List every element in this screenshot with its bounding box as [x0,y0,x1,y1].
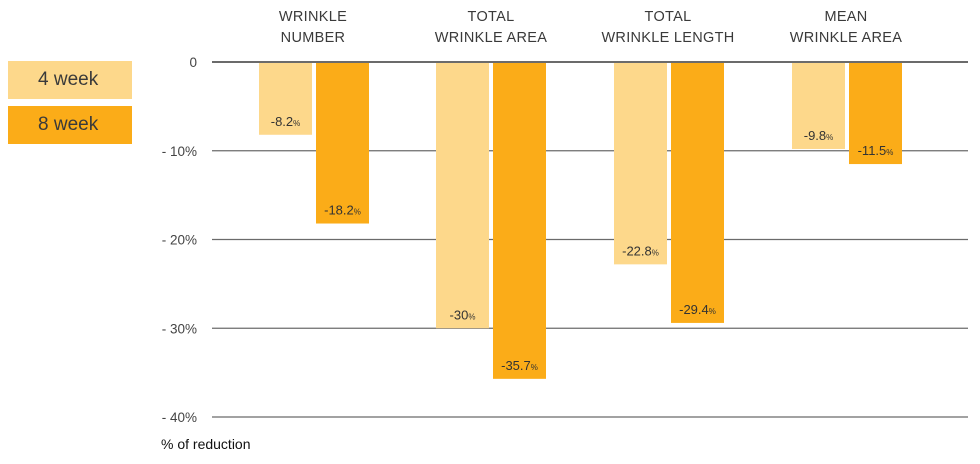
bar-value-label: -22.8% [622,243,659,258]
y-tick-label: 0 [189,55,197,70]
legend-swatch-8-week [8,106,132,144]
y-tick-label: - 20% [162,233,197,248]
bar-8-week [671,63,724,323]
category-label-line: WRINKLE AREA [789,30,903,46]
bar-8-week [849,63,902,165]
category-label-total-wrinkle-length: TOTAL WRINKLE LENGTH [593,7,743,49]
y-tick-label: - 10% [162,144,197,159]
bar-value-label: -30% [450,307,476,322]
legend-item-4-week: 4 week [8,61,132,99]
category-label-line: WRINKLE AREA [434,30,548,46]
legend-label-8-week: 8 week [38,114,99,135]
category-label-mean-wrinkle-area: MEAN WRINKLE AREA [771,7,921,49]
bar-8-week [493,63,546,379]
y-tick-label: - 40% [162,410,197,425]
category-label-line: WRINKLE [278,9,348,25]
bar-value-label: -18.2% [324,203,361,218]
bar-value-label: -9.8% [804,128,834,143]
bar-4-week [792,63,845,149]
category-label-line: WRINKLE LENGTH [601,30,735,46]
category-label-total-wrinkle-area: TOTAL WRINKLE AREA [416,7,566,49]
bar-4-week [436,63,489,329]
category-label-line: MEAN [824,9,868,25]
bar-4-week [259,63,312,135]
category-label-line: TOTAL [467,9,515,25]
category-label-line: TOTAL [644,9,692,25]
bar-value-label: -11.5% [858,143,894,158]
legend-swatch-4-week [8,61,132,99]
bar-value-label: -8.2% [271,114,301,129]
bar-8-week [316,63,369,224]
legend-label-4-week: 4 week [38,69,99,90]
legend-item-8-week: 8 week [8,106,132,144]
category-label-wrinkle-number: WRINKLE NUMBER [238,7,388,49]
y-axis-title: % of reduction [161,436,251,452]
bar-4-week [614,63,667,265]
bar-value-label: -29.4% [679,302,716,317]
category-label-line: NUMBER [280,30,346,46]
bar-value-label: -35.7% [501,358,538,373]
y-tick-label: - 30% [162,321,197,336]
